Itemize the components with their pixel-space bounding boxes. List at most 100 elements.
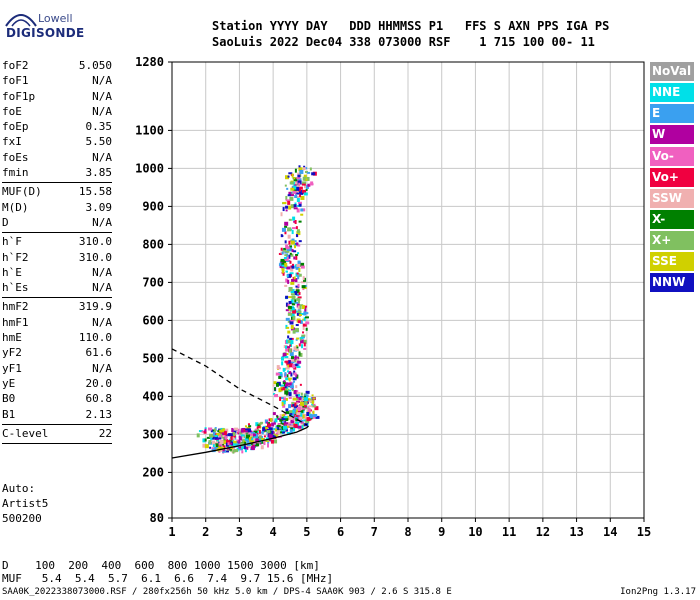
y-tick-label: 300: [142, 427, 164, 441]
param-row: h`F2 310.0: [2, 250, 112, 265]
echo-point: [288, 300, 292, 304]
param-value: N/A: [92, 89, 112, 103]
echo-point: [311, 415, 316, 419]
echo-point: [219, 429, 223, 433]
param-row: yE 20.0: [2, 376, 112, 391]
param-value: 0.35: [85, 120, 113, 134]
param-value: 319.9: [78, 300, 112, 314]
echo-point: [297, 201, 302, 204]
x-tick-label: 4: [270, 525, 277, 539]
legend-item: NNW: [650, 273, 694, 293]
echo-point: [250, 440, 254, 443]
y-tick-label: 1280: [135, 55, 164, 69]
echo-point: [300, 192, 304, 195]
echo-point: [282, 397, 286, 402]
echo-point: [222, 435, 226, 438]
echo-point: [253, 437, 256, 442]
param-value: 3.09: [85, 200, 113, 214]
echo-point: [304, 413, 308, 418]
echo-point: [289, 410, 294, 414]
echo-point: [301, 407, 306, 410]
echo-point: [270, 417, 273, 422]
echo-point: [288, 397, 292, 400]
echo-point: [293, 204, 297, 208]
param-value: N/A: [92, 315, 112, 329]
echo-point: [295, 349, 300, 352]
echo-point: [284, 372, 287, 377]
echo-point: [287, 340, 292, 344]
echo-point: [285, 418, 289, 422]
echo-point: [285, 382, 289, 387]
echo-point: [297, 283, 300, 287]
scaled-parameters-panel: foF2 5.050 foF1 N/A foF1p N/A foE N/A foEp 0.35 fx…: [2, 58, 112, 445]
echo-point: [285, 278, 289, 283]
echo-point: [296, 272, 299, 275]
echo-point: [290, 420, 295, 424]
echo-point: [287, 279, 290, 284]
x-tick-label: 9: [438, 525, 445, 539]
echo-point: [258, 422, 263, 425]
echo-point: [203, 430, 207, 434]
echo-point: [231, 432, 235, 436]
echo-point: [296, 400, 301, 403]
echo-point: [297, 356, 300, 361]
echo-point: [246, 439, 250, 443]
file-info-footer: SAA0K_2022338073000.RSF / 280fx256h 50 k…: [2, 587, 452, 597]
auto-program: Artist5: [2, 497, 49, 510]
echo-point: [297, 360, 302, 364]
param-name: yE: [2, 376, 16, 390]
echo-point: [296, 185, 301, 188]
param-name: h`Es: [2, 281, 29, 295]
echo-point: [291, 230, 294, 235]
echo-point: [292, 315, 296, 320]
param-value: 5.50: [85, 135, 113, 149]
echo-point: [211, 436, 216, 440]
echo-point: [212, 431, 215, 436]
divider: [2, 232, 112, 234]
echo-point: [295, 253, 299, 256]
echo-point: [280, 384, 285, 387]
param-row: foF1 N/A: [2, 73, 112, 88]
x-tick-label: 11: [502, 525, 516, 539]
echo-point: [298, 393, 301, 398]
echo-point: [219, 434, 222, 439]
echo-point: [298, 428, 302, 432]
echo-point: [281, 402, 284, 407]
echo-point: [281, 386, 286, 389]
echo-point: [301, 396, 305, 399]
echo-point: [300, 213, 304, 216]
param-value: N/A: [92, 361, 112, 375]
param-value: 2.13: [85, 407, 113, 421]
echo-point: [222, 431, 226, 436]
echo-point: [218, 446, 222, 451]
param-name: foEp: [2, 120, 29, 134]
echo-point: [208, 440, 212, 445]
echo-point: [286, 187, 289, 190]
echo-point: [290, 427, 294, 431]
param-name: hmE: [2, 331, 22, 345]
echo-point: [275, 432, 278, 435]
logo-line2: DIGISONDE: [6, 26, 85, 40]
echo-point: [243, 445, 246, 450]
echo-point: [208, 427, 213, 431]
echo-point: [284, 240, 287, 244]
echo-point: [231, 436, 236, 440]
echo-point: [297, 275, 300, 280]
echo-point: [296, 366, 301, 369]
echo-point: [216, 439, 219, 442]
echo-point: [279, 418, 284, 422]
echo-point: [297, 320, 301, 324]
profile-dashed-line: [171, 348, 308, 426]
echo-point: [287, 305, 292, 309]
echo-point: [280, 356, 284, 361]
echo-point: [298, 182, 301, 186]
echo-point: [231, 428, 235, 433]
param-row: M(D) 3.09: [2, 200, 112, 215]
echo-point: [305, 419, 310, 424]
legend-item: Vo+: [650, 167, 694, 187]
echo-point: [282, 430, 286, 433]
echo-point: [301, 304, 305, 309]
param-name: h`E: [2, 265, 22, 279]
echo-point: [204, 427, 207, 430]
echo-point: [232, 449, 235, 454]
